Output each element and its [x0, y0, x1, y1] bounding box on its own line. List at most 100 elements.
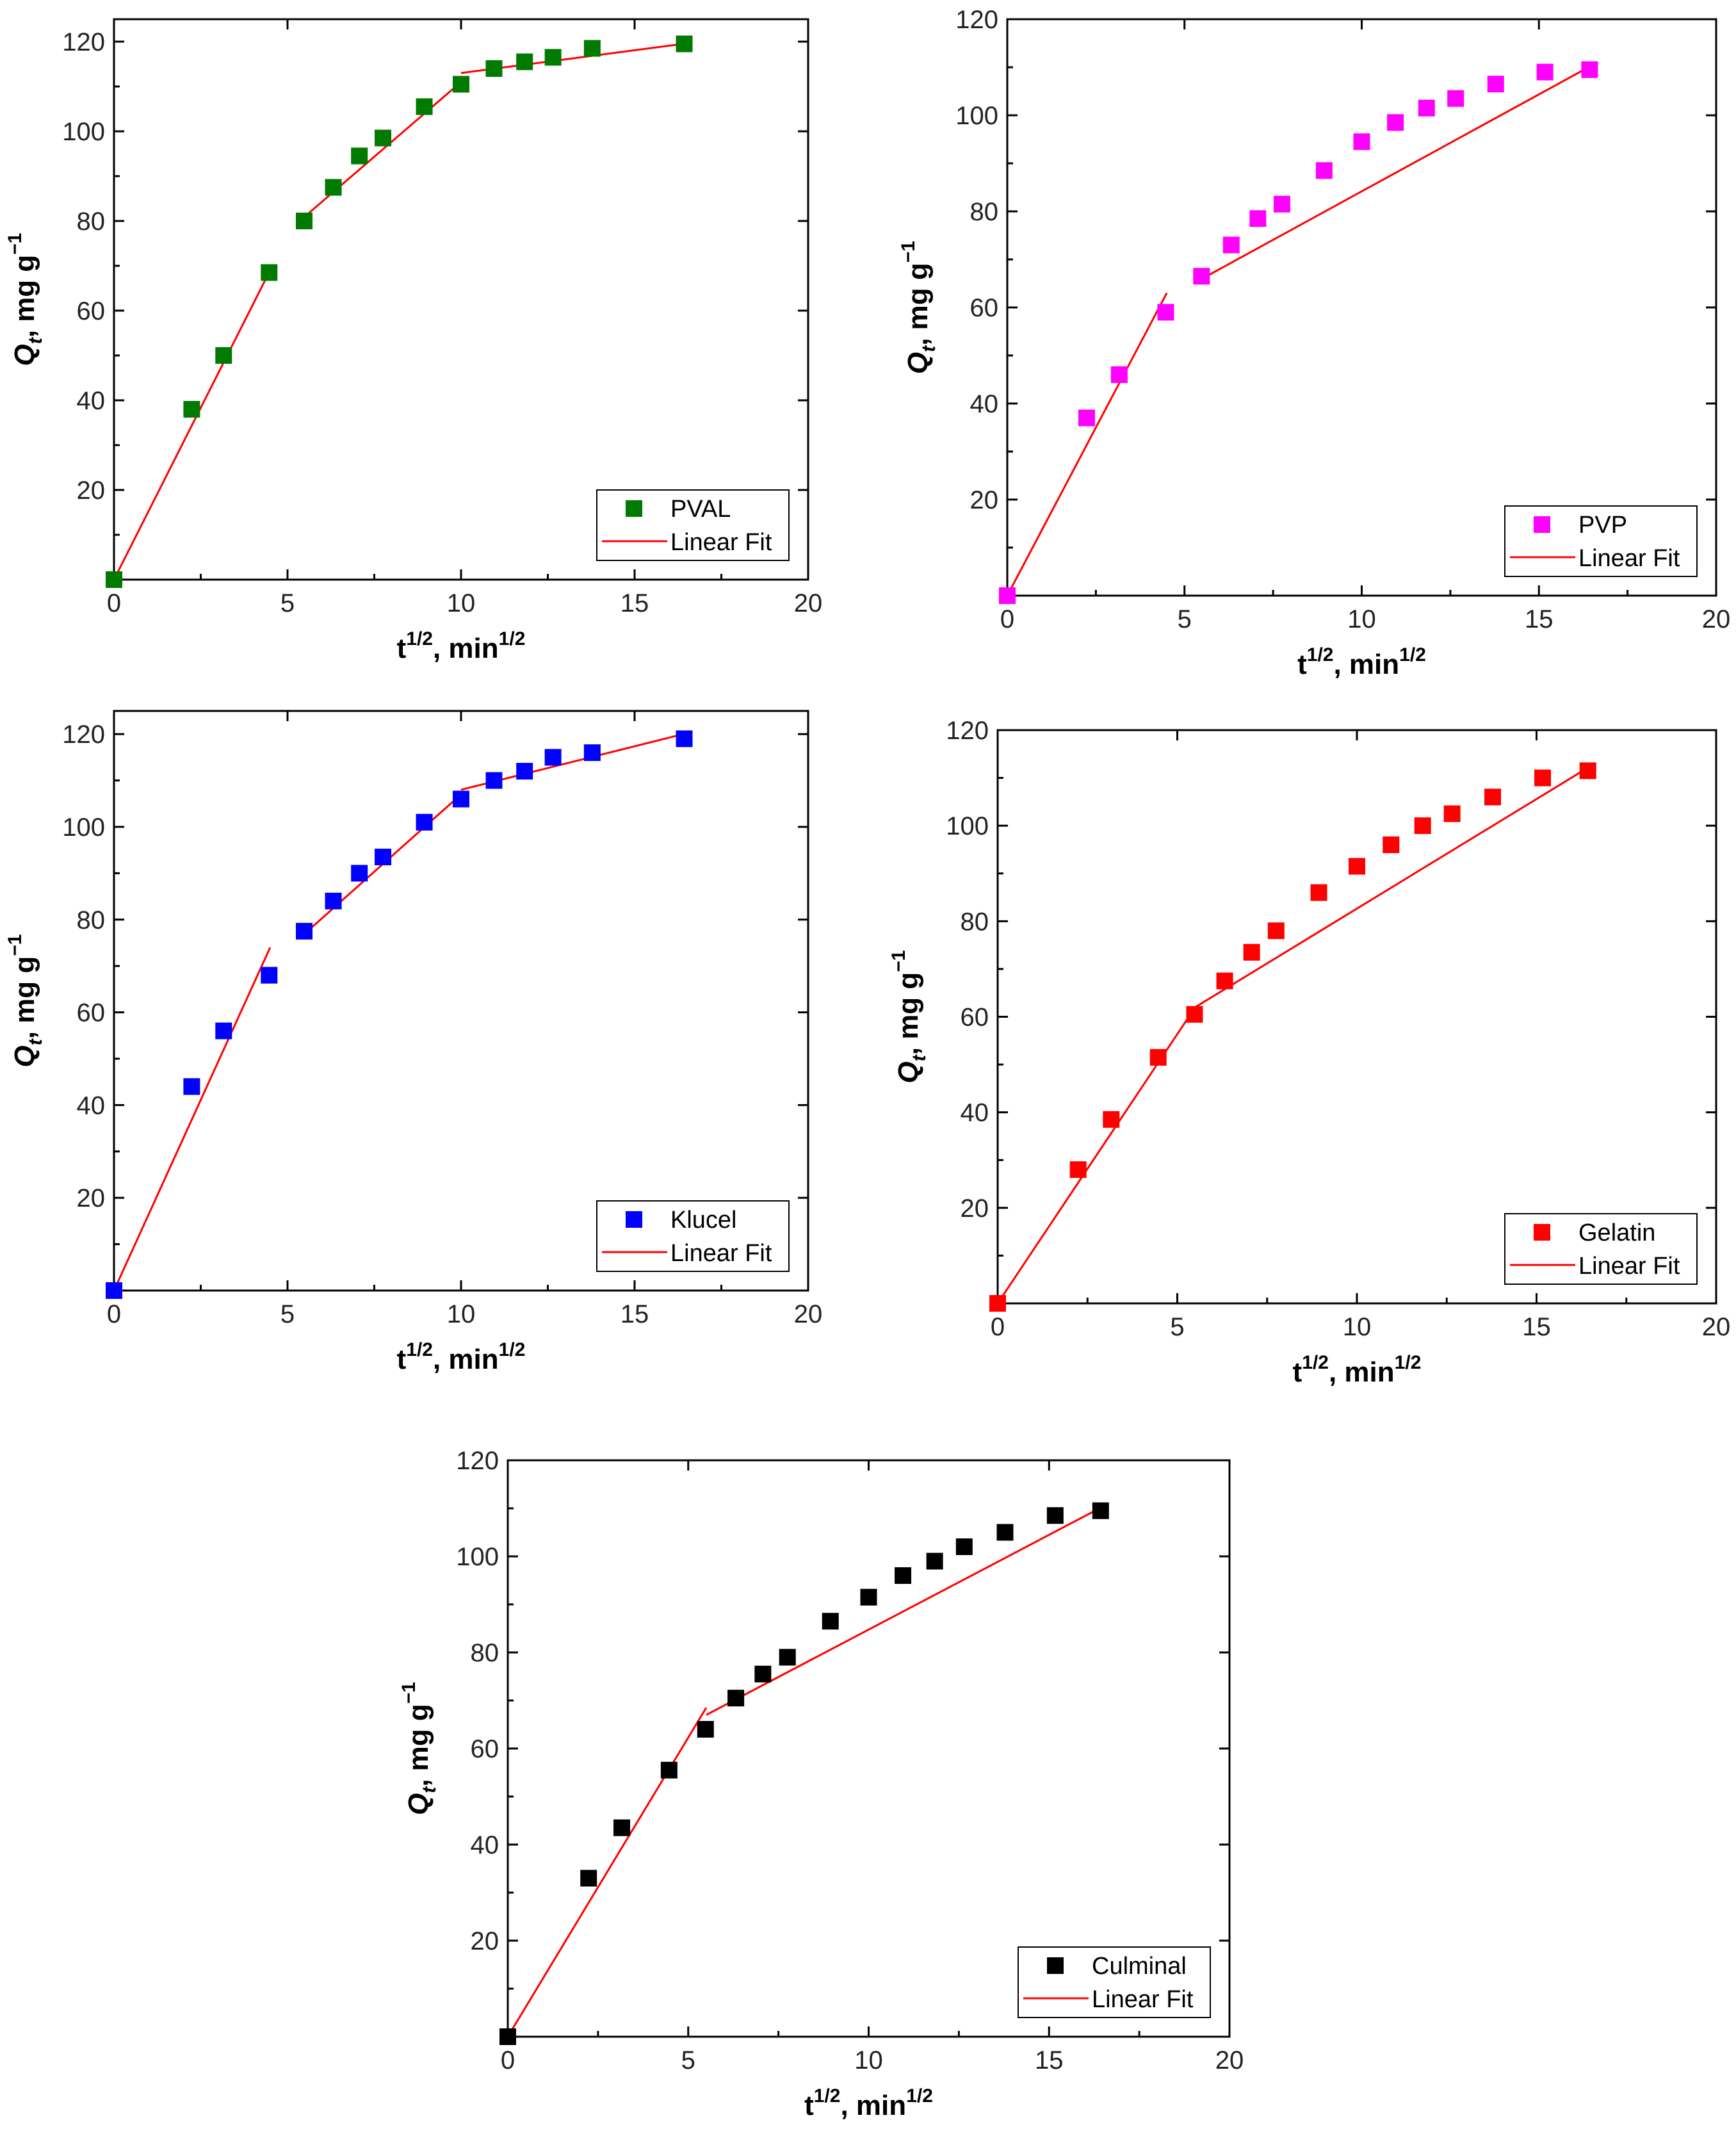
y-tick-label: 60 [970, 294, 999, 322]
x-tick-label: 20 [1215, 2046, 1244, 2075]
x-axis-title-unit: , min [840, 2090, 906, 2121]
data-point [485, 60, 503, 77]
x-tick-label: 10 [854, 2046, 883, 2075]
data-point [583, 744, 601, 762]
y-tick-label: 40 [970, 390, 999, 418]
y-axis-title-unit: , mg g [9, 956, 40, 1039]
y-axis-title-sup: −1 [398, 1682, 419, 1704]
data-point [989, 1295, 1006, 1312]
data-point [1249, 210, 1267, 227]
y-tick-label: 80 [77, 208, 106, 236]
data-point [296, 922, 313, 940]
x-axis-title-sup2: 1/2 [499, 628, 526, 649]
data-point [1103, 1111, 1120, 1128]
data-point [1387, 114, 1404, 131]
y-tick-label: 120 [955, 6, 998, 34]
data-point [1353, 133, 1370, 151]
y-tick-label: 120 [456, 1447, 499, 1475]
x-tick-label: 10 [1347, 605, 1376, 633]
x-axis-title-unit: , min [1333, 649, 1399, 680]
data-point [676, 35, 693, 53]
fit-line-segment [706, 1507, 1100, 1716]
legend-marker [626, 500, 642, 517]
legend-series-label: PVP [1578, 512, 1627, 539]
y-tick-label: 100 [62, 118, 105, 146]
data-point [1484, 788, 1502, 806]
x-axis-title-sup2: 1/2 [906, 2085, 933, 2107]
x-tick-label: 20 [1702, 1313, 1731, 1341]
y-tick-label: 40 [77, 1091, 106, 1120]
data-point [183, 401, 200, 418]
data-point [1315, 162, 1333, 179]
y-axis-title-unit: , mg g [9, 255, 40, 338]
data-point [1046, 1507, 1064, 1524]
data-point [516, 53, 533, 70]
data-point [1069, 1161, 1087, 1178]
y-tick-label: 60 [961, 1004, 989, 1032]
x-tick-label: 5 [1178, 605, 1192, 633]
x-tick-label: 15 [621, 589, 649, 617]
data-point [453, 790, 469, 808]
fit-line-segment [1201, 66, 1589, 280]
y-axis-title-unit: , mg g [893, 972, 924, 1056]
data-point [613, 1819, 631, 1836]
y-tick-label: 40 [471, 1831, 499, 1859]
legend: Gelatin Linear Fit [1504, 1213, 1698, 1285]
legend-marker [1534, 1224, 1550, 1241]
legend-series-label: Gelatin [1578, 1219, 1655, 1246]
x-axis-title: t1/2, min1/2 [1293, 1352, 1422, 1388]
fit-line-segment [113, 947, 272, 1291]
y-axis-title-sub: t [25, 1038, 46, 1045]
data-point [727, 1690, 745, 1707]
x-tick-label: 15 [1525, 605, 1553, 633]
data-point [1418, 99, 1435, 117]
data-point [1267, 922, 1285, 940]
data-point [1273, 195, 1290, 213]
data-point [895, 1567, 912, 1584]
y-axis-title-sub: t [25, 336, 46, 344]
legend-series-label: PVAL [670, 496, 731, 523]
x-axis-title-sup: 1/2 [406, 1339, 433, 1360]
x-tick-label: 0 [991, 1313, 1005, 1341]
y-axis-title-unit: , mg g [902, 263, 934, 346]
legend-fit-label: Linear Fit [1578, 1253, 1680, 1280]
x-axis-title-unit: , min [433, 1344, 499, 1375]
data-point [1487, 76, 1504, 93]
x-axis-title-sup2: 1/2 [499, 1339, 526, 1360]
data-point [1581, 61, 1598, 78]
x-axis-title: t1/2, min1/2 [397, 1339, 526, 1375]
y-tick-label: 100 [955, 102, 998, 130]
x-tick-label: 20 [794, 589, 823, 617]
data-point [325, 179, 342, 196]
data-point [453, 76, 469, 93]
data-point [1222, 236, 1240, 254]
x-tick-label: 10 [1343, 1313, 1372, 1341]
x-axis-title-unit: , min [1329, 1357, 1395, 1388]
x-tick-label: 5 [681, 2046, 695, 2075]
y-axis-title-sub: t [918, 345, 939, 352]
legend-marker [626, 1211, 642, 1228]
data-point [754, 1665, 772, 1683]
data-point [1447, 90, 1464, 107]
fit-line-segment [507, 1707, 708, 2037]
data-point [676, 730, 693, 747]
data-point [999, 587, 1016, 604]
legend-marker [1047, 1957, 1064, 1974]
data-point [351, 147, 368, 165]
y-tick-label: 120 [62, 721, 105, 749]
x-axis-title-sup: 1/2 [1302, 1352, 1329, 1373]
data-point [544, 749, 562, 766]
data-point [1092, 1502, 1109, 1519]
legend-series-label: Klucel [670, 1207, 737, 1234]
data-point [1149, 1048, 1167, 1066]
data-point [1536, 63, 1553, 81]
data-point [106, 571, 122, 588]
y-axis-title-var: Q [902, 352, 934, 374]
legend: PVP Linear Fit [1504, 505, 1698, 577]
data-point [261, 966, 278, 984]
legend: Culminal Linear Fit [1018, 1946, 1211, 2018]
data-point [416, 813, 433, 831]
